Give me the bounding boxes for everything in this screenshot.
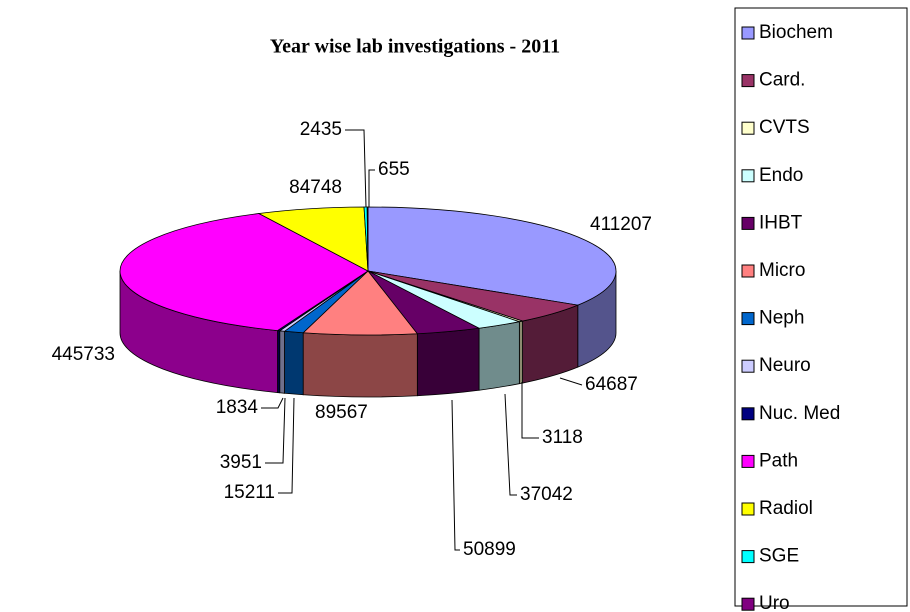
legend-label: Card. xyxy=(759,70,805,91)
data-label: 3118 xyxy=(542,427,583,448)
chart-title: Year wise lab investigations - 2011 xyxy=(270,36,560,58)
pie-slice xyxy=(366,206,369,272)
legend-swatch xyxy=(741,550,755,564)
pie-side xyxy=(284,330,304,396)
legend-label: Micro xyxy=(759,260,805,281)
data-label: 15211 xyxy=(224,482,275,503)
data-label: 50899 xyxy=(463,539,516,560)
leader-line xyxy=(451,399,460,551)
leader-line xyxy=(559,377,583,386)
leader-line xyxy=(504,393,517,496)
legend-label: Biochem xyxy=(759,22,833,43)
legend-swatch xyxy=(741,597,755,611)
data-label: 411207 xyxy=(590,214,652,235)
legend-swatch xyxy=(741,359,755,373)
legend-swatch xyxy=(741,26,755,40)
pie-slice xyxy=(302,270,419,336)
legend-label: IHBT xyxy=(759,212,803,233)
data-label: 89567 xyxy=(315,402,368,423)
data-label: 445733 xyxy=(52,344,115,365)
leader-line xyxy=(278,397,295,494)
data-label: 37042 xyxy=(520,484,573,505)
data-label: 2435 xyxy=(300,119,342,140)
pie-side xyxy=(478,321,520,391)
legend-swatch xyxy=(741,216,755,230)
legend-swatch xyxy=(741,264,755,278)
pie-side xyxy=(416,327,480,397)
pie-slice xyxy=(119,213,369,332)
leader-line xyxy=(345,129,367,208)
leader-line xyxy=(261,397,284,409)
legend-label: Path xyxy=(759,450,798,471)
pie-side xyxy=(279,330,285,394)
pie-side xyxy=(302,332,418,398)
legend-label: Neuro xyxy=(759,355,811,376)
data-label: 1834 xyxy=(216,397,259,418)
legend-label: SGE xyxy=(759,546,799,567)
legend-label: Radiol xyxy=(759,498,813,519)
legend-label: Uro xyxy=(759,593,790,612)
pie-side xyxy=(518,320,523,385)
legend-label: Neph xyxy=(759,308,804,329)
data-label: 655 xyxy=(378,159,410,180)
legend-label: Endo xyxy=(759,165,803,186)
data-label: 64687 xyxy=(585,374,638,395)
leader-line xyxy=(521,382,539,439)
leader-line xyxy=(265,397,286,464)
legend-swatch xyxy=(741,74,755,88)
pie-slice xyxy=(257,206,369,272)
legend-label: CVTS xyxy=(759,117,810,138)
pie-slice xyxy=(367,206,617,306)
legend-swatch xyxy=(741,407,755,421)
legend-swatch xyxy=(741,502,755,516)
legend-swatch xyxy=(741,312,755,326)
leader-line xyxy=(368,169,375,207)
legend-swatch xyxy=(741,169,755,183)
legend-box xyxy=(734,7,908,607)
legend-swatch xyxy=(741,454,755,468)
data-label: 84748 xyxy=(289,177,342,198)
data-label: 3951 xyxy=(220,452,262,473)
legend-label: Nuc. Med xyxy=(759,403,840,424)
legend-swatch xyxy=(741,121,755,135)
